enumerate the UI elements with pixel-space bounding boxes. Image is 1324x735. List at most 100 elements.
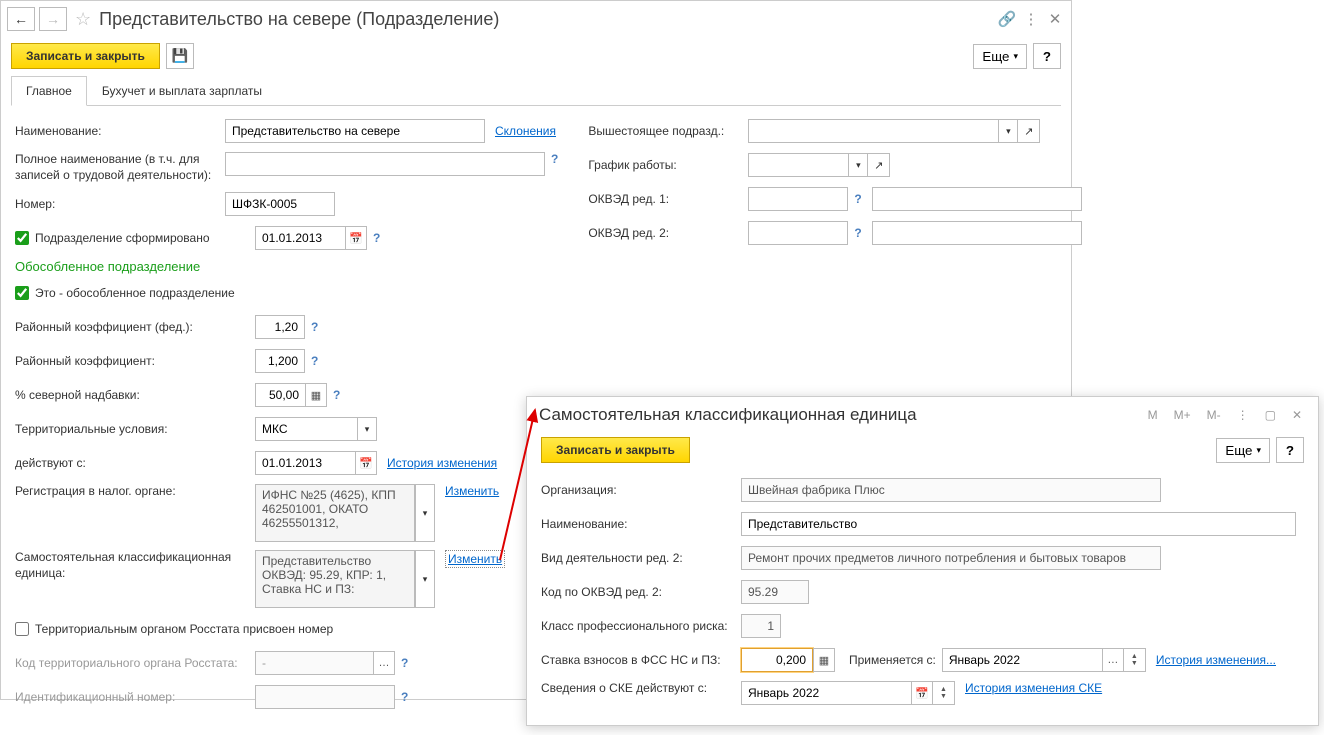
applies-input[interactable] — [942, 648, 1102, 672]
help-icon[interactable]: ? — [854, 192, 861, 206]
tax-reg-label: Регистрация в налог. органе: — [15, 484, 255, 498]
spinner-icon[interactable]: ▲▼ — [1124, 648, 1146, 672]
help-icon[interactable]: ? — [401, 690, 408, 704]
popup-name-label: Наименование: — [541, 517, 741, 531]
dropdown-icon[interactable]: ▾ — [998, 119, 1018, 143]
help-icon[interactable]: ? — [551, 152, 558, 166]
formed-checkbox[interactable] — [15, 231, 29, 245]
tab-accounting[interactable]: Бухучет и выплата зарплаты — [87, 76, 277, 106]
org-label: Организация: — [541, 483, 741, 497]
popup-save-and-close-button[interactable]: Записать и закрыть — [541, 437, 690, 463]
chevron-down-icon: ▾ — [1013, 51, 1018, 62]
save-button[interactable]: 💾 — [166, 43, 194, 69]
kebab-icon[interactable]: ⋮ — [1021, 10, 1041, 28]
okved1-desc-input[interactable] — [872, 187, 1082, 211]
help-icon[interactable]: ? — [311, 354, 318, 368]
more-icon[interactable]: … — [1102, 648, 1124, 672]
link-icon[interactable]: 🔗 — [997, 10, 1017, 28]
open-icon[interactable]: ↗ — [1018, 119, 1040, 143]
close-icon[interactable]: ✕ — [1288, 408, 1306, 422]
popup-window: Самостоятельная классификационная единиц… — [526, 396, 1319, 726]
dropdown-icon[interactable]: ▾ — [415, 550, 435, 608]
change-link[interactable]: Изменить — [445, 484, 499, 498]
dropdown-icon[interactable]: ▾ — [848, 153, 868, 177]
dropdown-icon[interactable]: ▾ — [415, 484, 435, 542]
coeff-fed-input[interactable] — [255, 315, 305, 339]
effective-date-input[interactable] — [255, 451, 355, 475]
history-link[interactable]: История изменения — [387, 456, 497, 470]
rate-input[interactable] — [741, 648, 813, 672]
nav-back-button[interactable]: ← — [7, 7, 35, 31]
popup-help-button[interactable]: ? — [1276, 437, 1304, 463]
calendar-icon[interactable]: 📅 — [911, 681, 933, 705]
number-input[interactable] — [225, 192, 335, 216]
spinner-icon[interactable]: ▲▼ — [933, 681, 955, 705]
parent-label: Вышестоящее подразд.: — [588, 124, 748, 138]
calendar-icon[interactable]: 📅 — [345, 226, 367, 250]
tab-main[interactable]: Главное — [11, 76, 87, 106]
help-icon[interactable]: ? — [333, 388, 340, 402]
name-label: Наименование: — [15, 124, 225, 138]
rate-label: Ставка взносов в ФСС НС и ПЗ: — [541, 653, 741, 667]
kebab-icon[interactable]: ⋮ — [1233, 408, 1253, 422]
parent-input[interactable] — [748, 119, 998, 143]
terr-cond-input[interactable] — [255, 417, 357, 441]
open-icon[interactable]: ↗ — [868, 153, 890, 177]
calculator-icon[interactable]: ▦ — [305, 383, 327, 407]
okved2-desc-input[interactable] — [872, 221, 1082, 245]
popup-more-label: Еще — [1225, 443, 1252, 458]
calculator-icon[interactable]: ▦ — [813, 648, 835, 672]
schedule-label: График работы: — [588, 158, 748, 172]
separate-checkbox[interactable] — [15, 286, 29, 300]
activity-input — [741, 546, 1161, 570]
coeff-input[interactable] — [255, 349, 305, 373]
applies-label: Применяется с: — [849, 653, 936, 667]
dropdown-icon[interactable]: ▾ — [357, 417, 377, 441]
help-icon[interactable]: ? — [854, 226, 861, 240]
risk-label: Класс профессионального риска: — [541, 619, 741, 633]
schedule-input[interactable] — [748, 153, 848, 177]
okved1-input[interactable] — [748, 187, 848, 211]
more-icon[interactable]: … — [373, 651, 395, 675]
help-button[interactable]: ? — [1033, 43, 1061, 69]
maximize-icon[interactable]: ▢ — [1261, 408, 1280, 422]
coeff-label: Районный коэффициент: — [15, 354, 255, 368]
close-icon[interactable]: ✕ — [1045, 10, 1065, 28]
m-button[interactable]: M — [1144, 408, 1162, 422]
m-minus-button[interactable]: M- — [1203, 408, 1225, 422]
fullname-input[interactable] — [225, 152, 545, 176]
tabs: Главное Бухучет и выплата зарплаты — [11, 75, 1061, 106]
calendar-icon[interactable]: 📅 — [355, 451, 377, 475]
separate-label: Это - обособленное подразделение — [35, 286, 235, 300]
ske-history-link[interactable]: История изменения СКЕ — [965, 681, 1102, 695]
coeff-fed-label: Районный коэффициент (фед.): — [15, 320, 255, 334]
activity-label: Вид деятельности ред. 2: — [541, 551, 741, 565]
save-and-close-button[interactable]: Записать и закрыть — [11, 43, 160, 69]
popup-more-button[interactable]: Еще ▾ — [1216, 438, 1270, 463]
popup-name-input[interactable] — [741, 512, 1296, 536]
help-icon[interactable]: ? — [401, 656, 408, 670]
ske-label: Самостоятельная классификационная единиц… — [15, 550, 255, 581]
more-button[interactable]: Еще ▾ — [973, 44, 1027, 69]
number-label: Номер: — [15, 197, 225, 211]
north-pct-input[interactable] — [255, 383, 305, 407]
more-button-label: Еще — [982, 49, 1009, 64]
okved1-label: ОКВЭД ред. 1: — [588, 192, 748, 206]
formed-date-input[interactable] — [255, 226, 345, 250]
org-input — [741, 478, 1161, 502]
nav-forward-button[interactable]: → — [39, 7, 67, 31]
name-input[interactable] — [225, 119, 485, 143]
popup-title: Самостоятельная классификационная единиц… — [539, 405, 1136, 425]
help-icon[interactable]: ? — [311, 320, 318, 334]
favorite-icon[interactable]: ☆ — [75, 9, 91, 30]
ske-info-input[interactable] — [741, 681, 911, 705]
rosstat-checkbox[interactable] — [15, 622, 29, 636]
okved2-input[interactable] — [748, 221, 848, 245]
rate-history-link[interactable]: История изменения... — [1156, 653, 1276, 667]
effective-label: действуют с: — [15, 456, 255, 470]
id-number-label: Идентификационный номер: — [15, 690, 255, 704]
declensions-link[interactable]: Склонения — [495, 124, 556, 138]
m-plus-button[interactable]: M+ — [1170, 408, 1195, 422]
action-bar: Записать и закрыть 💾 Еще ▾ ? — [1, 37, 1071, 75]
help-icon[interactable]: ? — [373, 231, 380, 245]
